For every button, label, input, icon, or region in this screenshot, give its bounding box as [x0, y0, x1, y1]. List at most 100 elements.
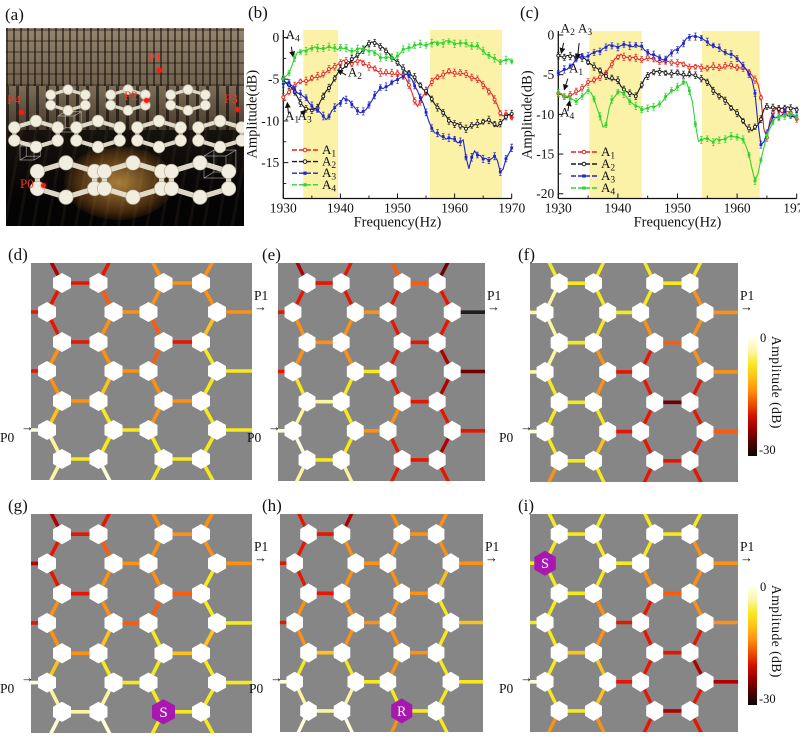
- p0-text: P0: [0, 430, 15, 445]
- marker-node-S: S: [152, 699, 175, 725]
- lattice-nodes: [536, 273, 714, 471]
- colorbar-f: [748, 338, 757, 456]
- panel-label-h: (h): [262, 496, 282, 515]
- p0-text: P0: [0, 681, 15, 696]
- right-arrow-icon: →: [270, 670, 283, 685]
- right-arrow-icon: →: [268, 419, 281, 434]
- series-A4: [556, 79, 799, 185]
- panel-label-b: (b): [248, 3, 268, 22]
- photo-point-label-P3: P3: [224, 91, 238, 106]
- y-axis-label-c: Amplitude(dB): [519, 70, 535, 159]
- annotation-A3: A3: [578, 21, 592, 39]
- annotation-A4: A4: [560, 105, 574, 123]
- p1-port-label-h: P1 →: [485, 540, 499, 565]
- svg-text:-20: -20: [536, 186, 554, 201]
- svg-text:1930: 1930: [545, 201, 572, 216]
- colorbar-i-label: Amplitude (dB): [769, 585, 784, 678]
- colorbar-f-label: Amplitude (dB): [769, 336, 784, 429]
- photo-point-dot-P0: [41, 183, 46, 188]
- series-A3: [556, 32, 799, 149]
- svg-text:A2: A2: [601, 156, 615, 174]
- series-A4: [281, 38, 514, 83]
- svg-text:A4: A4: [322, 177, 336, 195]
- p1-port-label-d: P1 →: [254, 288, 269, 314]
- p0-text: P0: [249, 681, 264, 696]
- svg-text:A4: A4: [601, 180, 615, 198]
- right-arrow-icon: →: [740, 299, 753, 314]
- marker-node-R: R: [391, 698, 413, 724]
- svg-text:1940: 1940: [327, 201, 354, 216]
- svg-text:A2: A2: [322, 154, 336, 172]
- printed-lattice-structure: [8, 84, 244, 205]
- colorbar-f-tick-0: 0: [760, 331, 767, 345]
- panel-label-g: (g): [8, 496, 28, 515]
- right-arrow-icon: →: [487, 299, 500, 314]
- series-A1: [281, 57, 514, 121]
- svg-text:1960: 1960: [724, 201, 751, 216]
- lattice-nodes: [38, 273, 226, 469]
- p0-port-label-g: → P0: [0, 671, 34, 696]
- right-arrow-icon: →: [254, 550, 267, 565]
- annotation-A1: A1: [569, 60, 583, 78]
- svg-text:1970: 1970: [783, 201, 800, 216]
- svg-text:A1: A1: [601, 144, 615, 162]
- svg-text:0: 0: [273, 30, 280, 45]
- svg-text:-5: -5: [543, 67, 554, 82]
- photo-point-dot-P1: [157, 68, 162, 73]
- p1-text: P1: [254, 539, 269, 554]
- svg-text:-5: -5: [268, 72, 279, 87]
- panel-label-c: (c): [520, 3, 539, 22]
- x-axis-label-c: Frequency(Hz): [634, 215, 722, 231]
- right-arrow-icon: →: [740, 550, 753, 565]
- colorbar-i: [748, 587, 757, 705]
- photo-point-label-P4: P4: [7, 92, 21, 107]
- p1-port-label-f: P1 →: [740, 288, 755, 314]
- svg-text:A3: A3: [601, 168, 615, 186]
- series-A2: [556, 51, 799, 133]
- lattice-nodes: [38, 524, 226, 722]
- photo-point-label-P0: P0: [20, 176, 34, 191]
- right-arrow-icon: →: [485, 550, 498, 565]
- series-A2: [281, 39, 514, 133]
- svg-text:-15: -15: [536, 147, 554, 162]
- chart-b: 1930 1940 1950 1960 1970 0 -5 -10 -15 Frequency(H…: [244, 27, 525, 230]
- lattice-panel-h: R: [280, 514, 483, 732]
- svg-text:S: S: [541, 556, 549, 573]
- svg-text:-15: -15: [261, 155, 279, 170]
- right-arrow-icon: →: [21, 419, 34, 434]
- p0-port-label-d: → P0: [0, 419, 34, 445]
- colorbar-f-tick-30: -30: [759, 443, 776, 457]
- p1-text: P1: [487, 288, 502, 303]
- svg-text:-10: -10: [536, 107, 554, 122]
- svg-text:1970: 1970: [498, 201, 525, 216]
- lattice-panel-f: [530, 263, 738, 482]
- photo-anechoic-chamber: P1 P4 P2 P3 P0: [6, 28, 244, 226]
- annotation-A2: A2: [348, 65, 362, 83]
- lattice-nodes: [284, 273, 461, 470]
- p1-port-label-g: P1 →: [254, 539, 269, 565]
- svg-text:R: R: [397, 703, 407, 720]
- photo-point-dot-P4: [19, 110, 24, 115]
- p1-text: P1: [740, 539, 755, 554]
- wire-cube: [19, 141, 41, 161]
- p1-port-label-e: P1 →: [487, 288, 502, 314]
- colorbar-i-tick-0: 0: [760, 580, 767, 594]
- p0-port-label-f: → P0: [499, 420, 533, 444]
- svg-text:1950: 1950: [664, 201, 691, 216]
- p1-text: P1: [254, 288, 269, 303]
- svg-text:S: S: [159, 705, 167, 721]
- x-axis-label-b: Frequency(Hz): [354, 215, 442, 231]
- annotation-A4: A4: [286, 27, 300, 45]
- annotation-A1: A1: [285, 108, 299, 126]
- chart-c: 1930 1940 1950 1960 1970 0 -5 -10 -15 -20 Frequenc…: [519, 21, 800, 231]
- right-arrow-icon: →: [520, 670, 533, 685]
- p1-port-label-i: P1 →: [740, 539, 755, 565]
- svg-text:1950: 1950: [384, 201, 411, 216]
- lattice-panel-e: [278, 263, 485, 481]
- p1-text: P1: [740, 288, 755, 303]
- right-arrow-icon: →: [254, 299, 267, 314]
- svg-text:A1: A1: [322, 142, 336, 160]
- p0-text: P0: [499, 681, 514, 696]
